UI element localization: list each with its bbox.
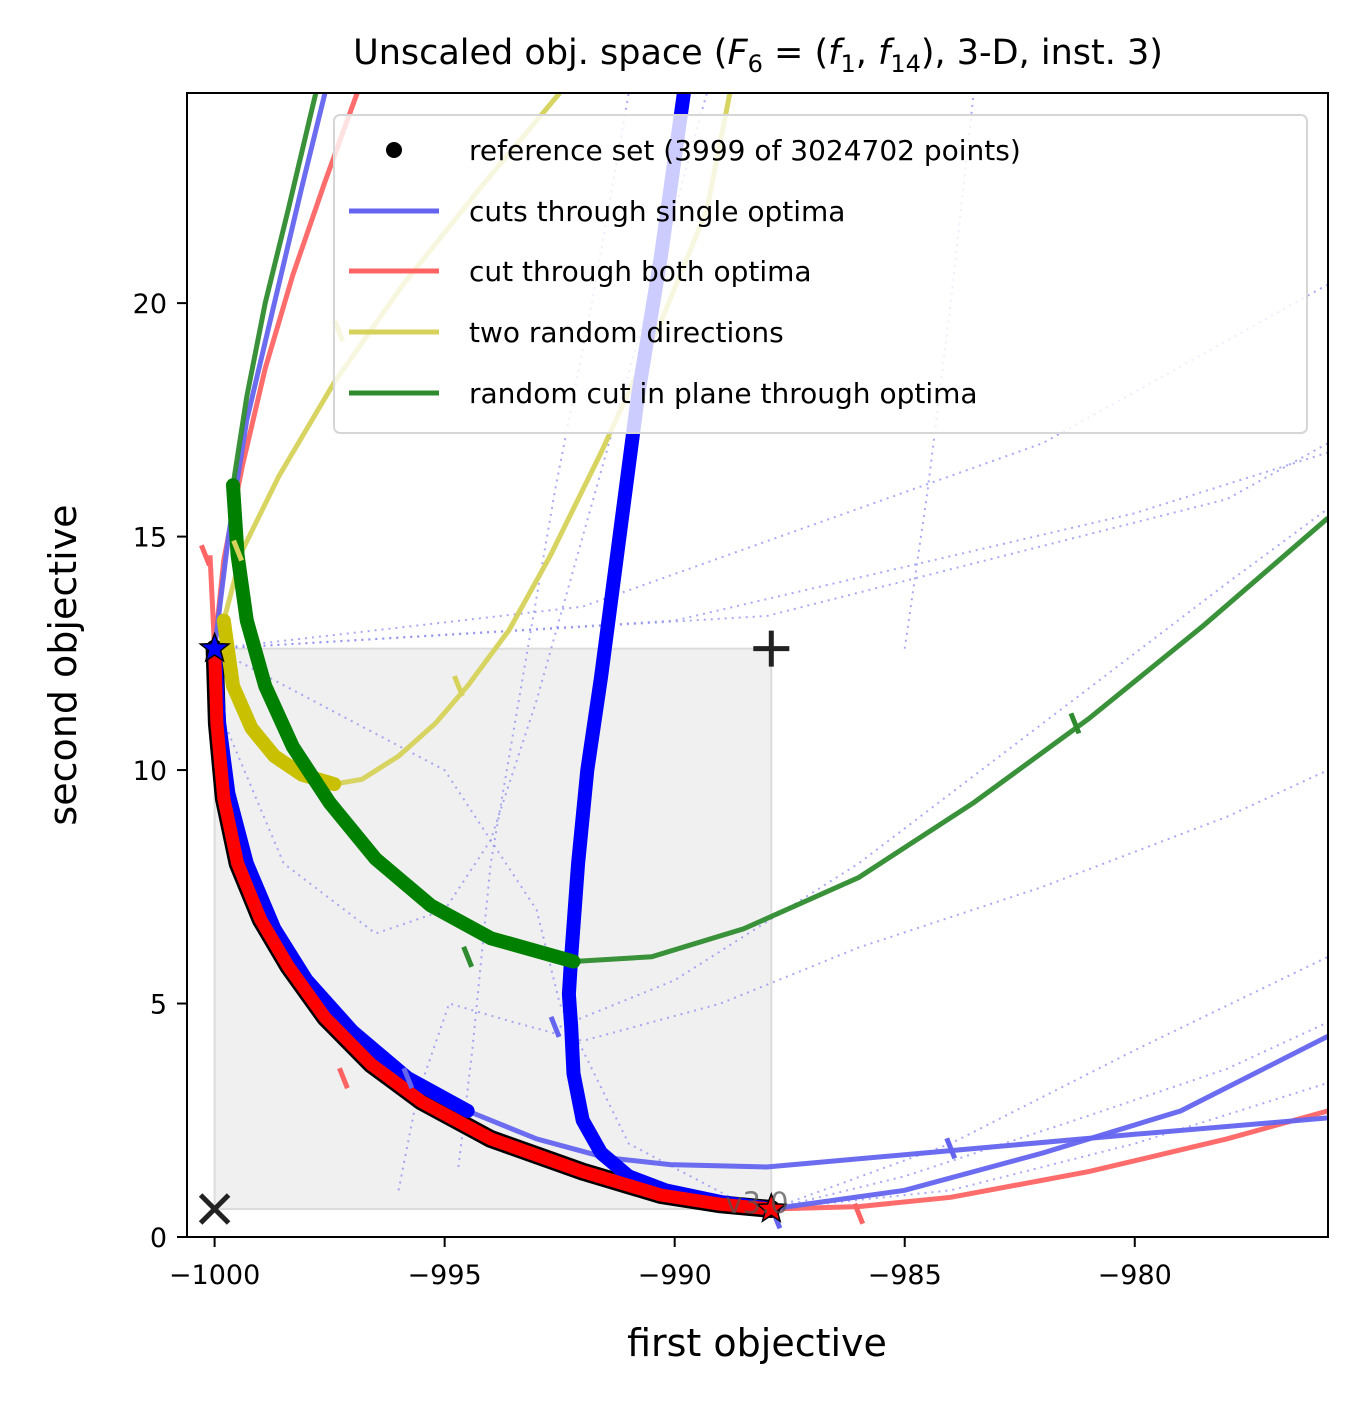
series-plane-cut-5-front-segment (226, 478, 581, 969)
dotted-cut-line-10 (771, 1081, 1328, 1210)
dotted-cut-line-2 (214, 442, 1328, 650)
y-tick-label: 15 (133, 523, 167, 554)
legend-label-random-directions: two random directions (469, 316, 784, 349)
dotted-cut-line-9 (771, 1021, 1328, 1210)
legend-label-both-optima: cut through both optima (469, 255, 812, 288)
series-single-optima-2-tick-1 (401, 1067, 415, 1090)
legend-marker-reference (386, 142, 402, 158)
markers-layer (198, 320, 1082, 1230)
optimum-star-opt2 (754, 1191, 788, 1223)
dotted-cut-line-1 (214, 451, 1328, 650)
ideal-point-marker (198, 1193, 231, 1225)
series-single-optima-3-lower-branch (770, 1033, 1328, 1212)
y-axis-label: second objective (41, 504, 85, 825)
series-single-optima-3-front-segment (561, 93, 779, 1216)
y-tick-label: 5 (150, 990, 167, 1021)
series-random-dirs-4-tick-2 (231, 539, 244, 562)
series-both-optima-1-front-segment (208, 642, 778, 1216)
y-axis-ticks: 0 5 10 15 20 (133, 289, 187, 1254)
series-single-optima-2-tick-2 (944, 1137, 958, 1160)
x-axis-label: first objective (627, 1321, 887, 1365)
series-plane-cut-5-tick-1 (461, 945, 474, 968)
nadir-point-marker (753, 630, 790, 667)
plot-frame (186, 92, 1329, 1238)
front-segments-layer (205, 93, 781, 1218)
legend-label-reference: reference set (3999 of 3024702 points) (469, 134, 1021, 167)
dotted-cuts-layer (213, 93, 1328, 1210)
x-tick-label: −995 (408, 1260, 482, 1291)
version-label: v3.0 (725, 1186, 788, 1220)
y-tick-label: 20 (133, 289, 167, 320)
legend: reference set (3999 of 3024702 points) c… (333, 114, 1308, 434)
x-tick-label: −990 (638, 1260, 712, 1291)
series-both-optima-1-tick-2 (337, 1067, 350, 1090)
ideal-nadir-box (213, 647, 773, 1210)
x-axis-ticks: −1000 −995 −990 −985 −980 (169, 1237, 1172, 1291)
legend-box (333, 114, 1308, 434)
chart-title: Unscaled obj. space (F6 = (f1, f14), 3-D… (353, 33, 1163, 78)
x-tick-label: −1000 (169, 1260, 260, 1291)
legend-label-plane-cut: random cut in plane through optima (469, 377, 978, 410)
ideal-nadir-box-layer (213, 647, 773, 1210)
x-tick-label: −985 (868, 1260, 942, 1291)
legend-label-single-optima: cuts through single optima (469, 195, 845, 228)
dotted-cut-line-4 (214, 647, 772, 1210)
dotted-cut-line-11 (770, 955, 1328, 1210)
series-both-optima-1-tick-3 (852, 1202, 866, 1225)
series-both-optima-1-tick-1 (199, 544, 212, 567)
x-tick-label: −980 (1098, 1260, 1172, 1291)
y-tick-label: 10 (133, 756, 167, 787)
y-tick-label: 0 (150, 1223, 167, 1254)
series-plane-cut-5-upper-branch (230, 93, 319, 486)
series-single-optima-2-upper-branch (212, 93, 328, 650)
series-random-dirs-4-tick-1 (452, 675, 465, 697)
optimum-star-opt1 (198, 631, 231, 663)
series-plane-cut-5-tick-2 (1068, 712, 1082, 735)
series-single-optima-3-tick-1 (548, 1015, 562, 1038)
